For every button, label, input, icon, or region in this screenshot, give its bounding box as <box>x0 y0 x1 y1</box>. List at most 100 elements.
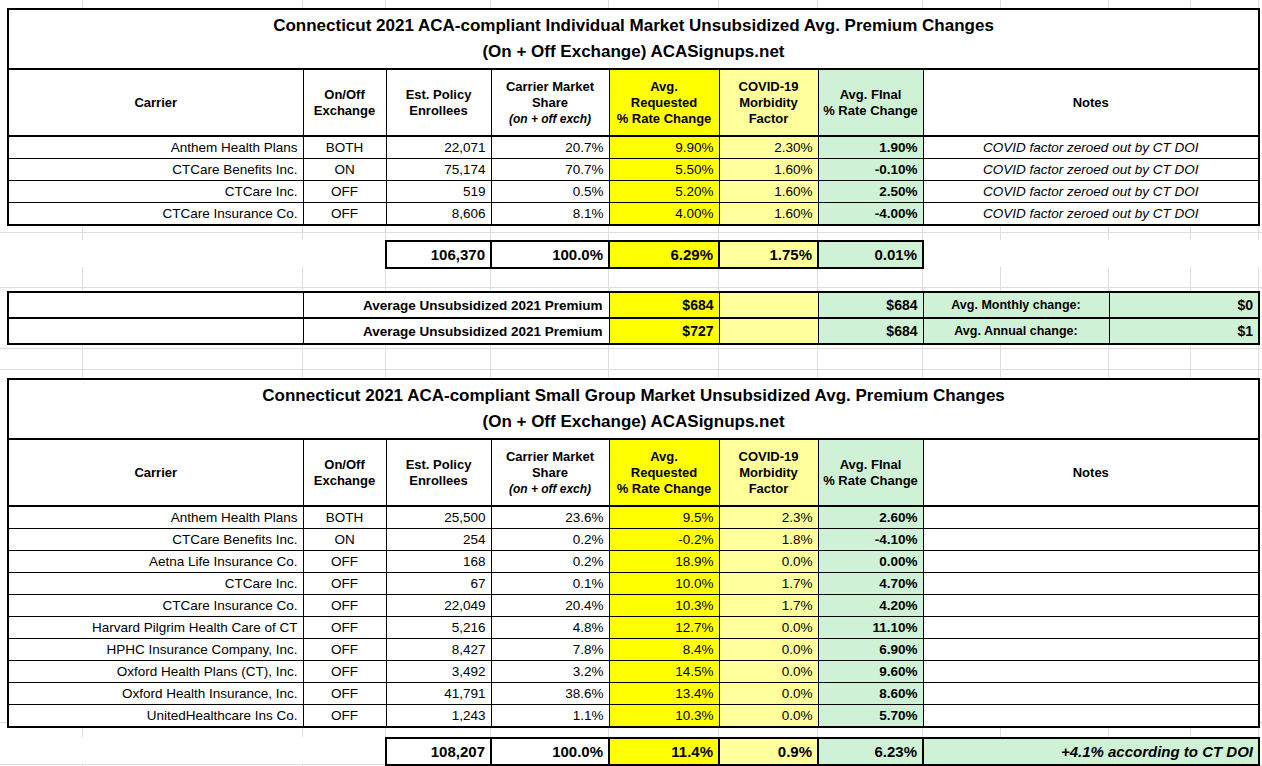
cell-requested-change[interactable]: 5.50% <box>609 159 719 181</box>
cell-requested-change[interactable]: 12.7% <box>609 617 719 639</box>
header-requested-change[interactable]: Avg. Requested % Rate Change <box>609 69 719 136</box>
total-requested-change[interactable]: 6.29% <box>609 241 719 268</box>
cell-requested-change[interactable]: 9.5% <box>609 506 719 529</box>
cell-covid-factor[interactable]: 0.0% <box>719 551 818 573</box>
cell-carrier[interactable]: Harvard Pilgrim Health Care of CT <box>8 617 303 639</box>
summary-requested-premium[interactable]: $727 <box>609 318 719 344</box>
header-covid-factor[interactable]: COVID-19 Morbidity Factor <box>719 439 818 506</box>
cell-enrollees[interactable]: 75,174 <box>386 159 491 181</box>
monthly-change-value[interactable]: $0 <box>1109 292 1259 318</box>
header-carrier[interactable]: Carrier <box>8 69 303 136</box>
cell-covid-factor[interactable]: 1.60% <box>719 203 818 226</box>
cell-covid-factor[interactable]: 1.60% <box>719 181 818 203</box>
cell-enrollees[interactable]: 25,500 <box>386 506 491 529</box>
header-enrollees[interactable]: Est. Policy Enrollees <box>386 69 491 136</box>
cell-carrier[interactable]: Oxford Health Insurance, Inc. <box>8 683 303 705</box>
cell-requested-change[interactable]: 14.5% <box>609 661 719 683</box>
cell-market-share[interactable]: 0.2% <box>491 529 609 551</box>
cell-final-change[interactable]: -0.10% <box>818 159 923 181</box>
cell-covid-factor[interactable]: 0.0% <box>719 639 818 661</box>
cell-notes[interactable]: COVID factor zeroed out by CT DOI <box>923 181 1259 203</box>
cell-covid-factor[interactable]: 1.7% <box>719 573 818 595</box>
cell-final-change[interactable]: 4.20% <box>818 595 923 617</box>
summary-final-premium[interactable]: $684 <box>818 292 923 318</box>
cell-market-share[interactable]: 0.2% <box>491 551 609 573</box>
individual-table-title[interactable]: Connecticut 2021 ACA-compliant Individua… <box>8 9 1259 69</box>
cell-final-change[interactable]: 6.90% <box>818 639 923 661</box>
cell-market-share[interactable]: 0.1% <box>491 573 609 595</box>
cell-market-share[interactable]: 7.8% <box>491 639 609 661</box>
cell-exchange[interactable]: ON <box>303 529 386 551</box>
cell-market-share[interactable]: 3.2% <box>491 661 609 683</box>
cell-notes[interactable] <box>923 639 1259 661</box>
total-market-share[interactable]: 100.0% <box>491 738 609 765</box>
cell-covid-factor[interactable]: 1.7% <box>719 595 818 617</box>
cell-covid-factor[interactable]: 1.8% <box>719 529 818 551</box>
cell-notes[interactable]: COVID factor zeroed out by CT DOI <box>923 159 1259 181</box>
cell-exchange[interactable]: OFF <box>303 683 386 705</box>
summary-empty-cell[interactable] <box>8 292 303 318</box>
cell-covid-factor[interactable]: 2.3% <box>719 506 818 529</box>
header-notes[interactable]: Notes <box>923 439 1259 506</box>
cell-enrollees[interactable]: 22,071 <box>386 136 491 159</box>
cell-enrollees[interactable]: 519 <box>386 181 491 203</box>
cell-requested-change[interactable]: 13.4% <box>609 683 719 705</box>
cell-carrier[interactable]: Anthem Health Plans <box>8 136 303 159</box>
cell-enrollees[interactable]: 8,606 <box>386 203 491 226</box>
cell-enrollees[interactable]: 41,791 <box>386 683 491 705</box>
cell-covid-factor[interactable]: 1.60% <box>719 159 818 181</box>
cell-enrollees[interactable]: 8,427 <box>386 639 491 661</box>
cell-notes[interactable] <box>923 661 1259 683</box>
cell-carrier[interactable]: Anthem Health Plans <box>8 506 303 529</box>
cell-exchange[interactable]: OFF <box>303 617 386 639</box>
cell-carrier[interactable]: CTCare Insurance Co. <box>8 595 303 617</box>
cell-final-change[interactable]: 4.70% <box>818 573 923 595</box>
header-carrier[interactable]: Carrier <box>8 439 303 506</box>
summary-covid-cell[interactable] <box>719 318 818 344</box>
cell-market-share[interactable]: 38.6% <box>491 683 609 705</box>
annual-change-label[interactable]: Avg. Annual change: <box>923 318 1109 344</box>
cell-requested-change[interactable]: 10.3% <box>609 595 719 617</box>
cell-market-share[interactable]: 23.6% <box>491 506 609 529</box>
annual-change-value[interactable]: $1 <box>1109 318 1259 344</box>
summary-empty-cell[interactable] <box>8 318 303 344</box>
cell-exchange[interactable]: OFF <box>303 595 386 617</box>
header-exchange[interactable]: On/Off Exchange <box>303 439 386 506</box>
cell-covid-factor[interactable]: 0.0% <box>719 661 818 683</box>
cell-final-change[interactable]: -4.10% <box>818 529 923 551</box>
cell-notes[interactable] <box>923 551 1259 573</box>
cell-notes[interactable] <box>923 573 1259 595</box>
total-market-share[interactable]: 100.0% <box>491 241 609 268</box>
total-covid-factor[interactable]: 0.9% <box>719 738 818 765</box>
cell-requested-change[interactable]: 10.3% <box>609 705 719 728</box>
cell-carrier[interactable]: Oxford Health Plans (CT), Inc. <box>8 661 303 683</box>
cell-covid-factor[interactable]: 0.0% <box>719 683 818 705</box>
monthly-change-label[interactable]: Avg. Monthly change: <box>923 292 1109 318</box>
doi-note[interactable]: +4.1% according to CT DOI <box>923 738 1259 765</box>
cell-market-share[interactable]: 8.1% <box>491 203 609 226</box>
cell-final-change[interactable]: 2.60% <box>818 506 923 529</box>
cell-notes[interactable]: COVID factor zeroed out by CT DOI <box>923 203 1259 226</box>
cell-requested-change[interactable]: 8.4% <box>609 639 719 661</box>
total-covid-factor[interactable]: 1.75% <box>719 241 818 268</box>
cell-enrollees[interactable]: 22,049 <box>386 595 491 617</box>
header-enrollees[interactable]: Est. Policy Enrollees <box>386 439 491 506</box>
cell-final-change[interactable]: 1.90% <box>818 136 923 159</box>
cell-carrier[interactable]: Aetna Life Insurance Co. <box>8 551 303 573</box>
cell-exchange[interactable]: OFF <box>303 639 386 661</box>
cell-notes[interactable] <box>923 595 1259 617</box>
total-requested-change[interactable]: 11.4% <box>609 738 719 765</box>
cell-notes[interactable] <box>923 705 1259 728</box>
cell-carrier[interactable]: CTCare Benefits Inc. <box>8 529 303 551</box>
cell-enrollees[interactable]: 168 <box>386 551 491 573</box>
cell-notes[interactable] <box>923 683 1259 705</box>
summary-covid-cell[interactable] <box>719 292 818 318</box>
header-notes[interactable]: Notes <box>923 69 1259 136</box>
cell-notes[interactable] <box>923 529 1259 551</box>
cell-carrier[interactable]: CTCare Inc. <box>8 573 303 595</box>
cell-final-change[interactable]: 2.50% <box>818 181 923 203</box>
cell-final-change[interactable]: 9.60% <box>818 661 923 683</box>
cell-carrier[interactable]: CTCare Inc. <box>8 181 303 203</box>
header-final-change[interactable]: Avg. FInal % Rate Change <box>818 439 923 506</box>
cell-requested-change[interactable]: 18.9% <box>609 551 719 573</box>
